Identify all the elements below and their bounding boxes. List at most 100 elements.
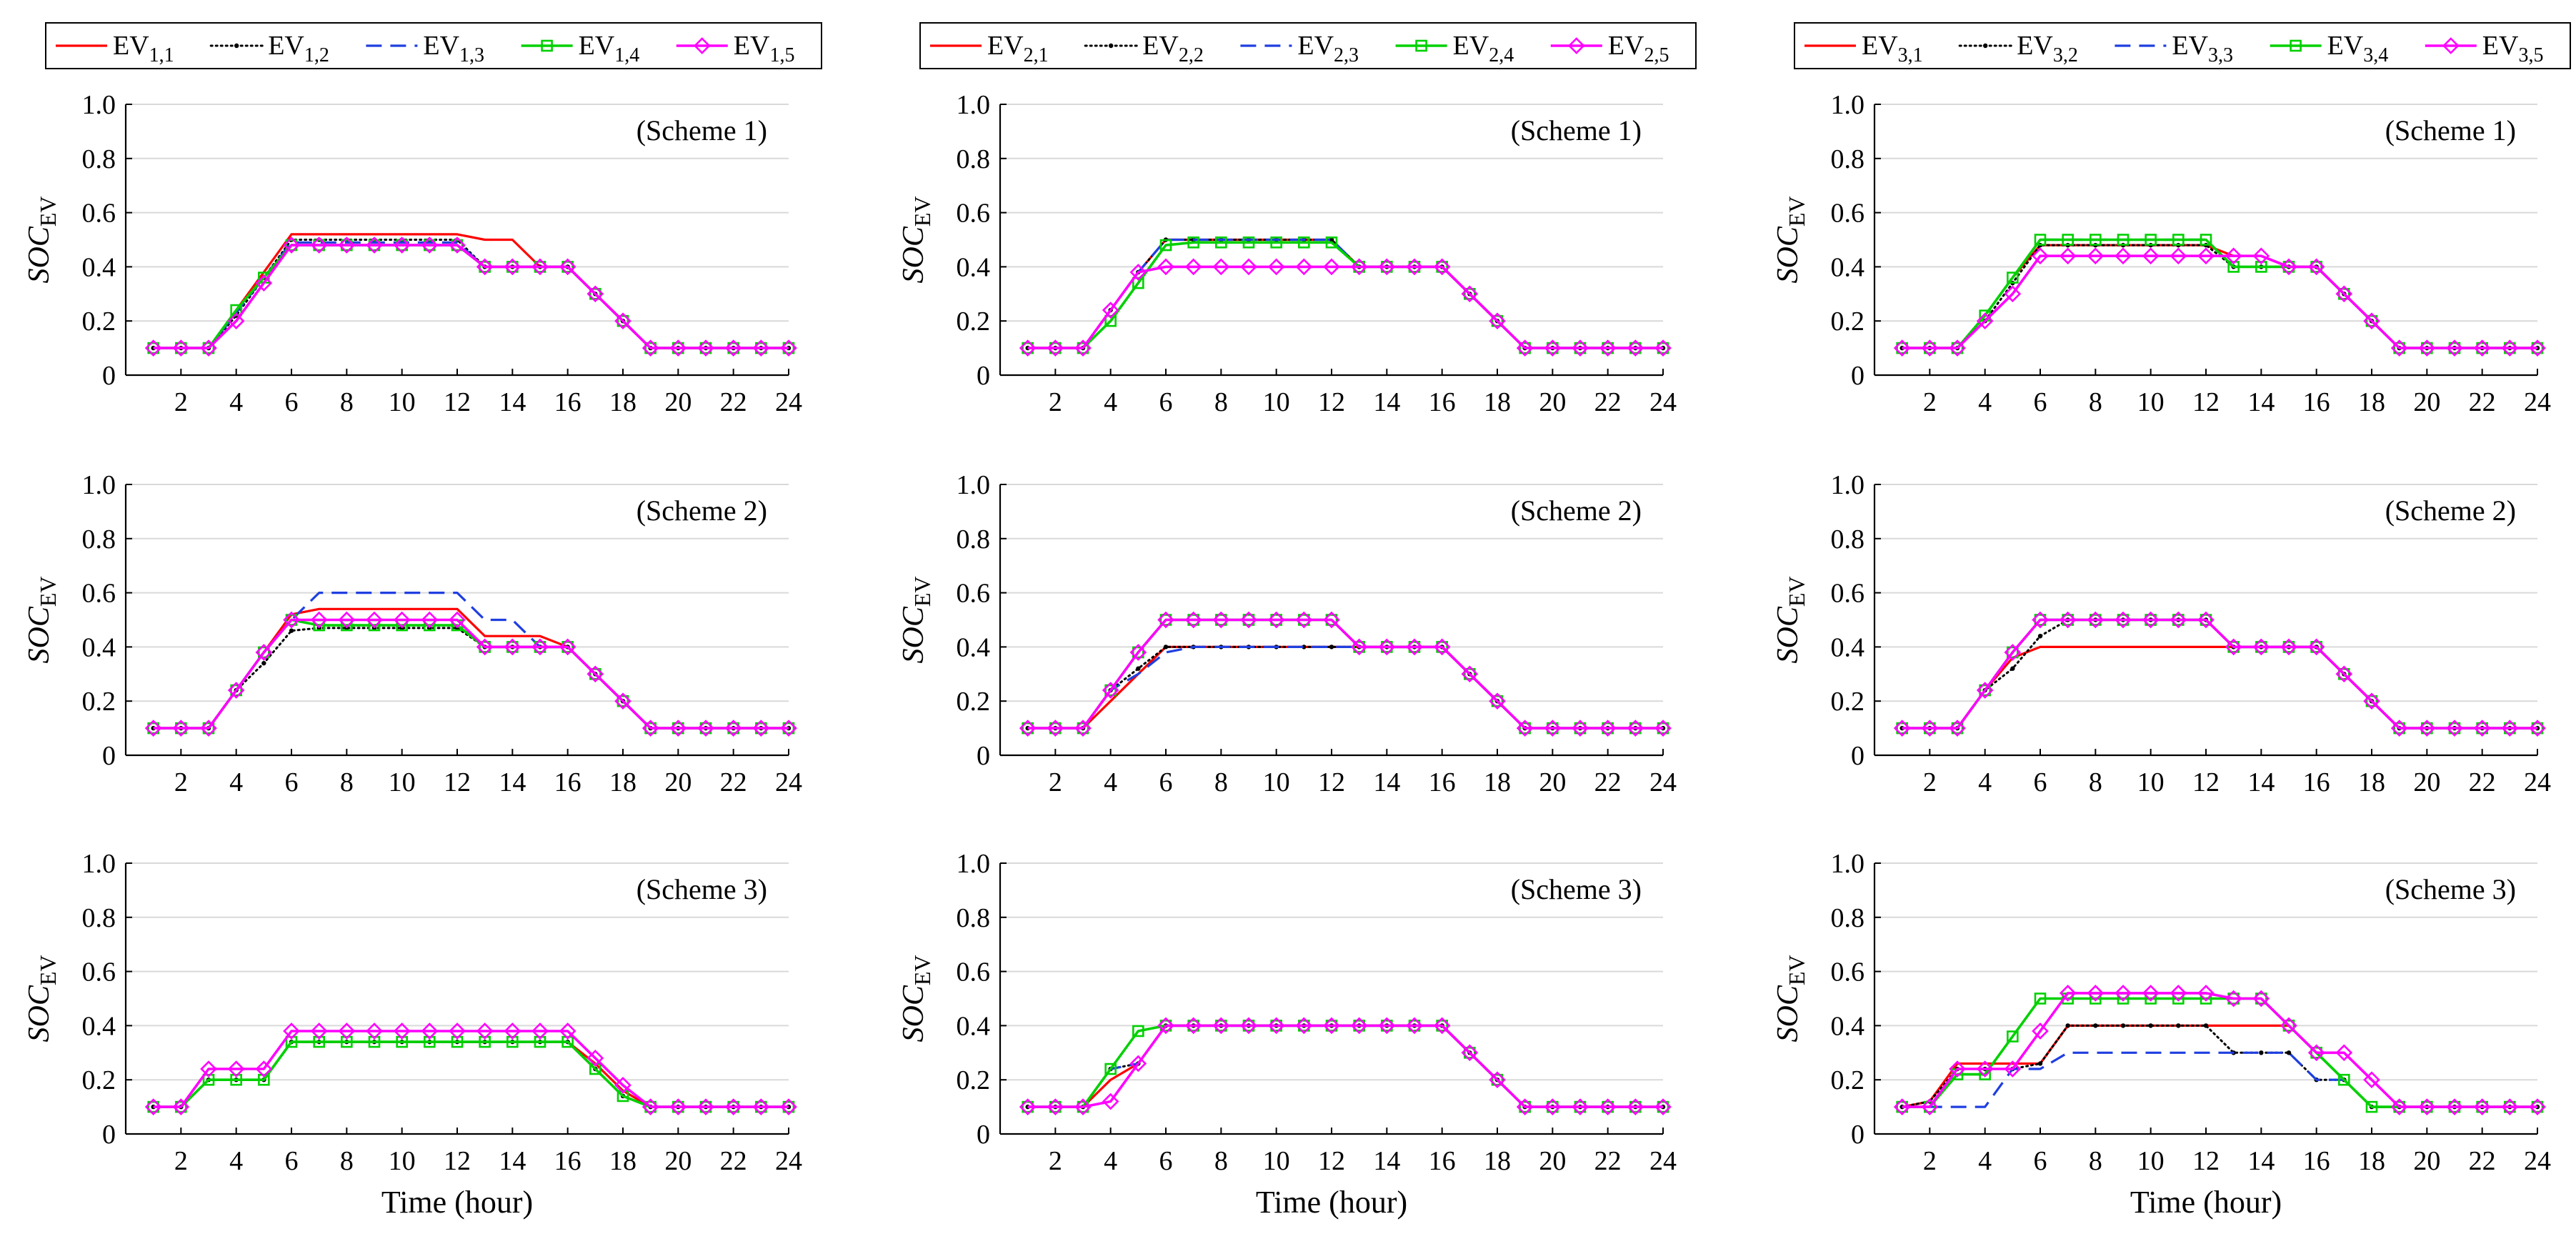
series-2 bbox=[1025, 1023, 1666, 1110]
x-axis-label: Time (hour) bbox=[381, 1185, 533, 1220]
data-point bbox=[1323, 1017, 1340, 1035]
chart-panel: 00.20.40.60.81.02 4 6 8 10 12 14 16 18 20 22 24SOCE… bbox=[23, 849, 802, 1220]
x-tick-label: 22 bbox=[2469, 767, 2496, 797]
data-point bbox=[2365, 1100, 2378, 1113]
series-5 bbox=[1019, 1017, 1672, 1115]
data-point bbox=[283, 1022, 300, 1040]
x-tick-label: 16 bbox=[1429, 767, 1456, 797]
data-point bbox=[366, 237, 383, 254]
data-point bbox=[2197, 985, 2215, 1002]
series-2 bbox=[1899, 1023, 2540, 1110]
data-point bbox=[1104, 1063, 1117, 1075]
data-point bbox=[1378, 258, 1396, 276]
data-point bbox=[589, 287, 601, 300]
data-point bbox=[396, 1035, 408, 1048]
y-axis-label: SOCEV bbox=[23, 576, 61, 663]
y-tick-label: 0 bbox=[977, 361, 990, 391]
legend-label: EV2,1 bbox=[987, 31, 1049, 66]
panel-title: (Scheme 1) bbox=[636, 114, 767, 146]
y-axis-label-sub: EV bbox=[1784, 576, 1809, 607]
x-tick-label: 24 bbox=[2524, 387, 2551, 417]
x-tick-label: 18 bbox=[1484, 767, 1511, 797]
x-tick-label: 18 bbox=[2358, 387, 2385, 417]
data-point bbox=[310, 237, 328, 254]
data-point bbox=[780, 720, 797, 737]
x-tick-label: 22 bbox=[1594, 767, 1622, 797]
legend-label-sub: 1,4 bbox=[614, 44, 639, 66]
data-point bbox=[1325, 236, 1338, 249]
data-point bbox=[534, 1035, 546, 1048]
data-point bbox=[2363, 692, 2380, 710]
x-tick-label: 10 bbox=[2137, 767, 2165, 797]
y-tick-label: 0.6 bbox=[957, 957, 991, 987]
data-point bbox=[2176, 1023, 2181, 1028]
data-point bbox=[2227, 261, 2240, 273]
y-tick-label: 0 bbox=[977, 741, 990, 771]
data-point bbox=[614, 692, 631, 710]
x-tick-label: 16 bbox=[1429, 387, 1456, 417]
data-point bbox=[2004, 285, 2022, 303]
data-point bbox=[1295, 1017, 1313, 1035]
x-tick-label: 6 bbox=[1159, 767, 1173, 797]
data-point bbox=[393, 237, 411, 254]
legend-item: EV3,2 bbox=[1958, 31, 2078, 66]
data-point bbox=[1047, 720, 1064, 737]
legend-label: EV2,2 bbox=[1142, 31, 1204, 66]
x-tick-label: 12 bbox=[444, 1146, 471, 1176]
legend-label-main: EV bbox=[2482, 31, 2519, 61]
series-5 bbox=[1019, 611, 1672, 737]
data-point bbox=[2115, 611, 2132, 629]
x-tick-label: 4 bbox=[1978, 767, 1992, 797]
series-1 bbox=[1027, 645, 1663, 730]
data-point bbox=[1461, 665, 1479, 683]
data-point bbox=[261, 660, 266, 666]
legend-label-main: EV bbox=[268, 31, 304, 61]
panel-title: (Scheme 2) bbox=[1511, 494, 1642, 527]
legend-label-sub: 1,5 bbox=[769, 44, 794, 66]
series-line bbox=[1027, 645, 1663, 730]
data-point bbox=[1074, 1098, 1092, 1115]
x-tick-label: 6 bbox=[285, 387, 299, 417]
legend-marker bbox=[541, 39, 553, 52]
data-point bbox=[1464, 1047, 1476, 1059]
data-point bbox=[1104, 684, 1117, 697]
data-point bbox=[752, 1098, 770, 1115]
data-point bbox=[1491, 314, 1504, 327]
panel-title: (Scheme 3) bbox=[1511, 873, 1642, 905]
data-point bbox=[1433, 258, 1451, 276]
data-point bbox=[2446, 720, 2463, 737]
series-line bbox=[1027, 618, 1663, 730]
x-tick-label: 4 bbox=[229, 1146, 243, 1176]
x-tick-label: 16 bbox=[1429, 1146, 1456, 1176]
data-point bbox=[1102, 1093, 1119, 1110]
legend-label-main: EV bbox=[1142, 31, 1179, 61]
data-point bbox=[2034, 234, 2047, 246]
legend-label: EV3,4 bbox=[2327, 31, 2389, 66]
series-line bbox=[153, 618, 789, 730]
legend-item: EV1,1 bbox=[56, 31, 174, 66]
data-point bbox=[2252, 247, 2270, 265]
legend-marker bbox=[1415, 39, 1427, 52]
data-point bbox=[2087, 985, 2105, 1002]
data-point bbox=[2365, 695, 2378, 707]
data-point bbox=[1298, 236, 1310, 249]
series-5 bbox=[1893, 247, 2546, 357]
legend-item: EV1,5 bbox=[676, 31, 794, 66]
data-point bbox=[1019, 339, 1037, 357]
y-tick-label: 0.4 bbox=[957, 252, 991, 282]
chart-panel: 00.20.40.60.81.02 4 6 8 10 12 14 16 18 20 22 24SOCE… bbox=[897, 90, 1677, 417]
data-point bbox=[283, 611, 300, 629]
data-point bbox=[2172, 234, 2185, 246]
x-tick-label: 2 bbox=[1049, 387, 1062, 417]
legend: EV1,1 EV1,2 EV1,3 EV1,4 EV1,5 bbox=[45, 22, 822, 69]
data-point bbox=[531, 638, 549, 656]
y-axis-label: SOCEV bbox=[23, 955, 61, 1042]
y-tick-label: 0.2 bbox=[957, 1065, 991, 1095]
chart-panel: 00.20.40.60.81.02 4 6 8 10 12 14 16 18 20 22 24SOCE… bbox=[897, 470, 1677, 797]
y-axis-label-sub: EV bbox=[1784, 196, 1809, 227]
legend-item: EV2,2 bbox=[1084, 31, 1204, 66]
y-axis-label: SOCEV bbox=[897, 196, 935, 283]
y-tick-label: 0.6 bbox=[1831, 957, 1865, 987]
chart-panel: 00.20.40.60.81.02 4 6 8 10 12 14 16 18 20 22 24SOCE… bbox=[897, 849, 1677, 1220]
x-tick-label: 14 bbox=[1373, 1146, 1400, 1176]
